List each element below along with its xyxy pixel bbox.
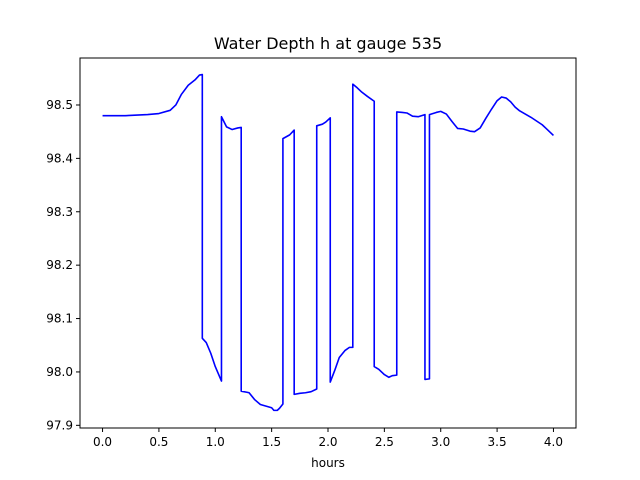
y-tick-label: 98.3 <box>46 205 73 219</box>
y-tick-label: 98.0 <box>46 365 73 379</box>
x-tick-label: 0.0 <box>93 435 112 449</box>
chart-title: Water Depth h at gauge 535 <box>214 34 442 53</box>
x-axis-label: hours <box>311 456 345 470</box>
y-tick-label: 97.9 <box>46 418 73 432</box>
x-tick-label: 4.0 <box>544 435 563 449</box>
y-tick-label: 98.5 <box>46 98 73 112</box>
x-tick-label: 3.5 <box>488 435 507 449</box>
x-tick-label: 2.5 <box>375 435 394 449</box>
x-axis: 0.0 0.5 1.0 1.5 2.0 2.5 3.0 3.5 4.0 <box>93 428 563 449</box>
x-tick-label: 3.0 <box>431 435 450 449</box>
x-tick-label: 0.5 <box>149 435 168 449</box>
y-axis: 97.9 98.0 98.1 98.2 98.3 98.4 98.5 <box>46 98 80 432</box>
x-tick-label: 1.0 <box>206 435 225 449</box>
y-tick-label: 98.2 <box>46 258 73 272</box>
x-tick-label: 1.5 <box>262 435 281 449</box>
x-tick-label: 2.0 <box>318 435 337 449</box>
y-tick-label: 98.1 <box>46 312 73 326</box>
y-tick-label: 98.4 <box>46 151 73 165</box>
